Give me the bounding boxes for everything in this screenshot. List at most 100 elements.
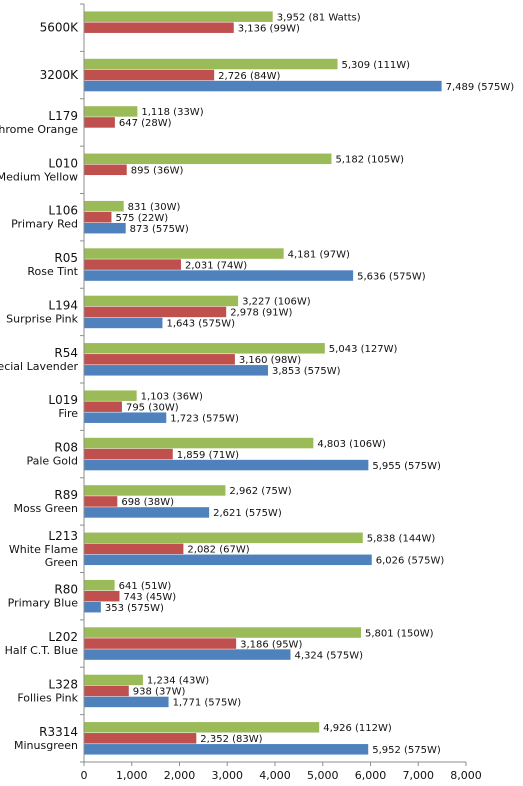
category-label: 3200K bbox=[40, 68, 80, 82]
bar bbox=[84, 437, 314, 449]
bar bbox=[84, 200, 124, 212]
category-label: L213 bbox=[48, 529, 78, 543]
category-label: Chrome Orange bbox=[0, 123, 78, 136]
category-label: Fire bbox=[58, 407, 78, 420]
data-label: 2,082 (67W) bbox=[187, 545, 249, 556]
bar bbox=[84, 58, 338, 70]
data-label: 743 (45W) bbox=[123, 592, 176, 603]
data-label: 3,160 (98W) bbox=[239, 355, 301, 366]
data-label: 895 (36W) bbox=[131, 166, 184, 177]
category-label: R3314 bbox=[39, 725, 78, 739]
bar bbox=[84, 696, 169, 708]
data-label: 3,853 (575W) bbox=[272, 366, 341, 377]
data-label: 6,026 (575W) bbox=[376, 556, 445, 567]
data-label: 1,234 (43W) bbox=[147, 676, 209, 687]
bar bbox=[84, 343, 325, 354]
bar bbox=[84, 69, 215, 81]
bar bbox=[84, 354, 235, 365]
bar bbox=[84, 306, 227, 318]
bar bbox=[84, 627, 361, 638]
data-label: 2,621 (575W) bbox=[213, 508, 282, 519]
category-label: L328 bbox=[48, 677, 78, 691]
category-label: Half C.T. Blue bbox=[5, 644, 79, 657]
category-label: Surprise Pink bbox=[6, 312, 78, 325]
x-tick-label: 2,000 bbox=[164, 769, 196, 782]
data-label: 2,726 (84W) bbox=[218, 71, 280, 82]
x-tick-label: 8,000 bbox=[450, 769, 482, 782]
data-label: 698 (38W) bbox=[121, 497, 174, 508]
category-label: Follies Pink bbox=[17, 691, 78, 704]
x-tick-label: 4,000 bbox=[259, 769, 291, 782]
data-label: 5,952 (575W) bbox=[372, 745, 441, 756]
category-label: Pale Gold bbox=[27, 455, 79, 468]
data-label: 5,636 (575W) bbox=[357, 271, 426, 282]
bar bbox=[84, 248, 284, 259]
category-label: L194 bbox=[48, 298, 78, 312]
data-label: 647 (28W) bbox=[119, 118, 172, 129]
bar bbox=[84, 744, 369, 755]
data-label: 5,182 (105W) bbox=[335, 155, 404, 166]
data-label: 3,186 (95W) bbox=[240, 639, 302, 650]
category-label: L019 bbox=[48, 393, 78, 407]
bar bbox=[84, 733, 197, 744]
data-label: 938 (37W) bbox=[133, 687, 186, 698]
bar bbox=[84, 22, 234, 33]
data-label: 795 (30W) bbox=[126, 402, 179, 413]
data-label: 5,838 (144W) bbox=[367, 534, 436, 545]
data-label: 1,118 (33W) bbox=[141, 107, 203, 118]
x-tick-label: 6,000 bbox=[355, 769, 387, 782]
category-label: Medium Yellow bbox=[0, 170, 78, 183]
data-label: 831 (30W) bbox=[128, 202, 181, 213]
category-label: L106 bbox=[48, 204, 78, 218]
x-tick-label: 3,000 bbox=[212, 769, 244, 782]
bar bbox=[84, 579, 115, 591]
x-tick-label: 5,000 bbox=[307, 769, 339, 782]
data-label: 4,181 (97W) bbox=[288, 249, 350, 260]
data-label: 2,962 (75W) bbox=[229, 486, 291, 497]
data-label: 1,103 (36W) bbox=[141, 391, 203, 402]
category-label: L202 bbox=[48, 630, 78, 644]
category-label: R80 bbox=[54, 583, 78, 597]
bar bbox=[84, 117, 115, 128]
category-label: Primary Red bbox=[11, 218, 78, 231]
data-label: 3,136 (99W) bbox=[238, 23, 300, 34]
data-label: 4,926 (112W) bbox=[323, 723, 392, 734]
category-label: Special Lavender bbox=[0, 360, 78, 373]
bar bbox=[84, 164, 127, 176]
x-tick-label: 0 bbox=[81, 769, 88, 782]
category-label: Minusgreen bbox=[14, 739, 78, 752]
bar bbox=[84, 496, 118, 507]
bar bbox=[84, 11, 273, 22]
data-label: 5,955 (575W) bbox=[372, 461, 441, 472]
bar bbox=[84, 601, 101, 613]
bar bbox=[84, 448, 173, 460]
bar bbox=[84, 485, 226, 496]
bar bbox=[84, 80, 442, 92]
data-label: 2,352 (83W) bbox=[200, 734, 262, 745]
bar bbox=[84, 153, 332, 165]
bar bbox=[84, 365, 268, 376]
data-label: 1,771 (575W) bbox=[173, 698, 242, 709]
bar bbox=[84, 270, 354, 281]
bar bbox=[84, 401, 122, 412]
data-label: 4,324 (575W) bbox=[294, 650, 363, 661]
bar bbox=[84, 685, 129, 697]
data-label: 1,723 (575W) bbox=[170, 413, 239, 424]
bar bbox=[84, 590, 120, 602]
bar bbox=[84, 554, 372, 566]
data-label: 5,043 (127W) bbox=[329, 344, 398, 355]
bar bbox=[84, 412, 167, 423]
bar bbox=[84, 532, 363, 544]
category-label: L010 bbox=[48, 156, 78, 170]
bar bbox=[84, 295, 239, 307]
category-label: Green bbox=[45, 556, 78, 569]
data-label: 641 (51W) bbox=[119, 581, 172, 592]
data-label: 5,309 (111W) bbox=[342, 60, 411, 71]
category-label: R89 bbox=[54, 488, 78, 502]
data-label: 3,227 (106W) bbox=[242, 297, 311, 308]
bar bbox=[84, 722, 320, 733]
category-label: R08 bbox=[54, 441, 78, 455]
category-label: Moss Green bbox=[14, 502, 79, 515]
data-label: 575 (22W) bbox=[115, 213, 168, 224]
